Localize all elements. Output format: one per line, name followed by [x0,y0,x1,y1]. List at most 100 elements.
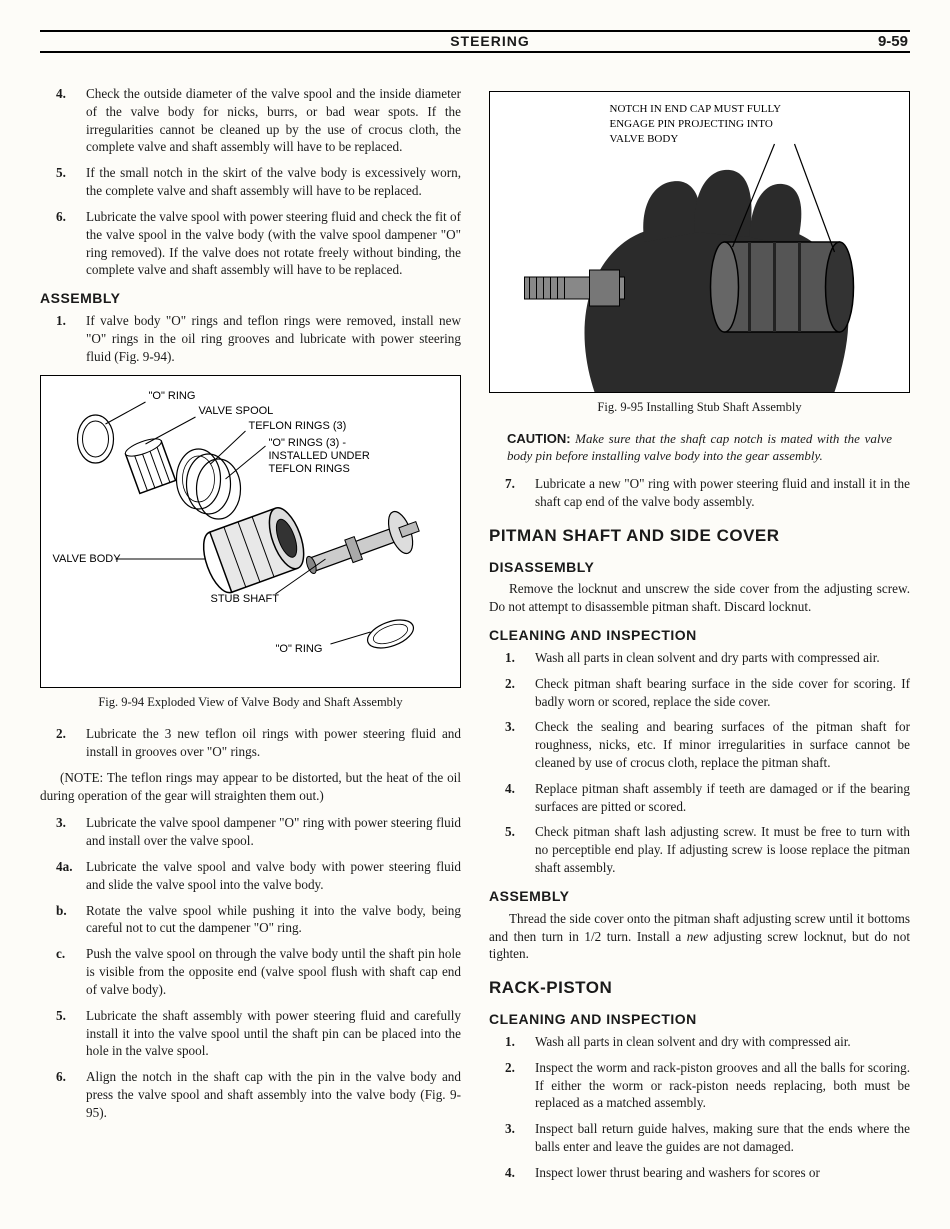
list-item: 5. Check pitman shaft lash adjusting scr… [505,823,910,876]
para-emphasis: new [687,929,708,944]
stub-shaft-photo-diagram: NOTCH IN END CAP MUST FULLY ENGAGE PIN P… [490,92,909,392]
list-item: 6. Lubricate the valve spool with power … [56,208,461,279]
two-column-layout: 4. Check the outside diameter of the val… [40,81,910,1190]
list-item: 3. Check the sealing and bearing surface… [505,718,910,771]
caution-label: CAUTION: [507,431,571,446]
list-item: 4a. Lubricate the valve spool and valve … [56,858,461,894]
item-text: Push the valve spool on through the valv… [86,945,461,998]
list-item: 5. Lubricate the shaft assembly with pow… [56,1007,461,1060]
item-text: Lubricate the valve spool dampener "O" r… [86,814,461,850]
list-item: 2. Inspect the worm and rack-piston groo… [505,1059,910,1112]
diagram-label: "O" RING [149,390,196,402]
item-text: Wash all parts in clean solvent and dry … [535,649,910,667]
diagram-label: VALVE BODY [610,133,679,145]
item-text: Lubricate the valve spool and valve body… [86,858,461,894]
diagram-label: VALVE SPOOL [199,405,274,417]
item-text: Check the sealing and bearing surfaces o… [535,718,910,771]
figure-9-94: "O" RING VALVE SPOOL TEFLON RINGS (3) "O… [40,375,461,688]
diagram-label: STUB SHAFT [211,593,280,605]
list-item: 7. Lubricate a new "O" ring with power s… [505,475,910,511]
diagram-label: "O" RING [276,643,323,655]
item-number: 2. [56,725,86,761]
list-item: 1. Wash all parts in clean solvent and d… [505,1033,910,1051]
pitman-heading: PITMAN SHAFT AND SIDE COVER [489,525,910,548]
item-text: Check the outside diameter of the valve … [86,85,461,156]
disassembly-heading: DISASSEMBLY [489,558,910,577]
list-item: 2. Lubricate the 3 new teflon oil rings … [56,725,461,761]
list-item: 4. Check the outside diameter of the val… [56,85,461,156]
item-number: 5. [56,1007,86,1060]
item-text: Wash all parts in clean solvent and dry … [535,1033,910,1051]
item-text: If the small notch in the skirt of the v… [86,164,461,200]
diagram-label: VALVE BODY [53,553,122,565]
list-item: 5. If the small notch in the skirt of th… [56,164,461,200]
list-item: 3. Lubricate the valve spool dampener "O… [56,814,461,850]
cleaning-heading: CLEANING AND INSPECTION [489,1010,910,1029]
caution-block: CAUTION: Make sure that the shaft cap no… [507,430,892,465]
item-number: 4. [56,85,86,156]
figure-caption: Fig. 9-95 Installing Stub Shaft Assembly [489,399,910,416]
assembly-para: Thread the side cover onto the pitman sh… [489,910,910,963]
note-text: (NOTE: The teflon rings may appear to be… [40,769,461,805]
item-number: b. [56,902,86,938]
diagram-label: NOTCH IN END CAP MUST FULLY [610,103,782,115]
rack-piston-heading: RACK-PISTON [489,977,910,1000]
exploded-view-diagram: "O" RING VALVE SPOOL TEFLON RINGS (3) "O… [49,384,452,674]
left-column: 4. Check the outside diameter of the val… [40,81,461,1190]
item-text: Align the notch in the shaft cap with th… [86,1068,461,1121]
diagram-label: "O" RINGS (3) - [269,437,347,449]
item-text: Inspect the worm and rack-piston grooves… [535,1059,910,1112]
list-item: 3. Inspect ball return guide halves, mak… [505,1120,910,1156]
item-number: 5. [505,823,535,876]
list-item: 2. Check pitman shaft bearing surface in… [505,675,910,711]
diagram-label: ENGAGE PIN PROJECTING INTO [610,118,773,130]
diagram-label: TEFLON RINGS [269,463,350,475]
item-number: 1. [56,312,86,365]
item-number: 3. [505,718,535,771]
item-number: 1. [505,1033,535,1051]
item-number: 3. [56,814,86,850]
item-number: 6. [56,1068,86,1121]
figure-9-95: NOTCH IN END CAP MUST FULLY ENGAGE PIN P… [489,91,910,393]
list-item: 1. If valve body "O" rings and teflon ri… [56,312,461,365]
item-text: Lubricate the valve spool with power ste… [86,208,461,279]
item-text: Lubricate the shaft assembly with power … [86,1007,461,1060]
item-text: Lubricate a new "O" ring with power stee… [535,475,910,511]
list-item: c. Push the valve spool on through the v… [56,945,461,998]
item-number: c. [56,945,86,998]
assembly-heading: ASSEMBLY [40,289,461,308]
item-number: 4a. [56,858,86,894]
diagram-label: TEFLON RINGS (3) [249,420,347,432]
item-text: Replace pitman shaft assembly if teeth a… [535,780,910,816]
list-item: 6. Align the notch in the shaft cap with… [56,1068,461,1121]
cleaning-heading: CLEANING AND INSPECTION [489,626,910,645]
header-title: STEERING [450,33,530,49]
item-text: Check pitman shaft bearing surface in th… [535,675,910,711]
figure-caption: Fig. 9-94 Exploded View of Valve Body an… [40,694,461,711]
page-header: STEERING 9-59 [40,30,910,53]
item-text: Rotate the valve spool while pushing it … [86,902,461,938]
item-text: Inspect lower thrust bearing and washers… [535,1164,910,1182]
item-number: 4. [505,1164,535,1182]
item-text: Check pitman shaft lash adjusting screw.… [535,823,910,876]
item-number: 2. [505,675,535,711]
item-number: 6. [56,208,86,279]
list-item: b. Rotate the valve spool while pushing … [56,902,461,938]
item-number: 7. [505,475,535,511]
assembly-heading: ASSEMBLY [489,887,910,906]
item-text: Lubricate the 3 new teflon oil rings wit… [86,725,461,761]
item-text: If valve body "O" rings and teflon rings… [86,312,461,365]
item-number: 5. [56,164,86,200]
list-item: 1. Wash all parts in clean solvent and d… [505,649,910,667]
list-item: 4. Inspect lower thrust bearing and wash… [505,1164,910,1182]
diagram-label: INSTALLED UNDER [269,450,370,462]
item-number: 3. [505,1120,535,1156]
item-text: Inspect ball return guide halves, making… [535,1120,910,1156]
list-item: 4. Replace pitman shaft assembly if teet… [505,780,910,816]
item-number: 1. [505,649,535,667]
right-column: NOTCH IN END CAP MUST FULLY ENGAGE PIN P… [489,81,910,1190]
page-number: 9-59 [878,33,908,50]
item-number: 4. [505,780,535,816]
disassembly-para: Remove the locknut and unscrew the side … [489,580,910,616]
item-number: 2. [505,1059,535,1112]
